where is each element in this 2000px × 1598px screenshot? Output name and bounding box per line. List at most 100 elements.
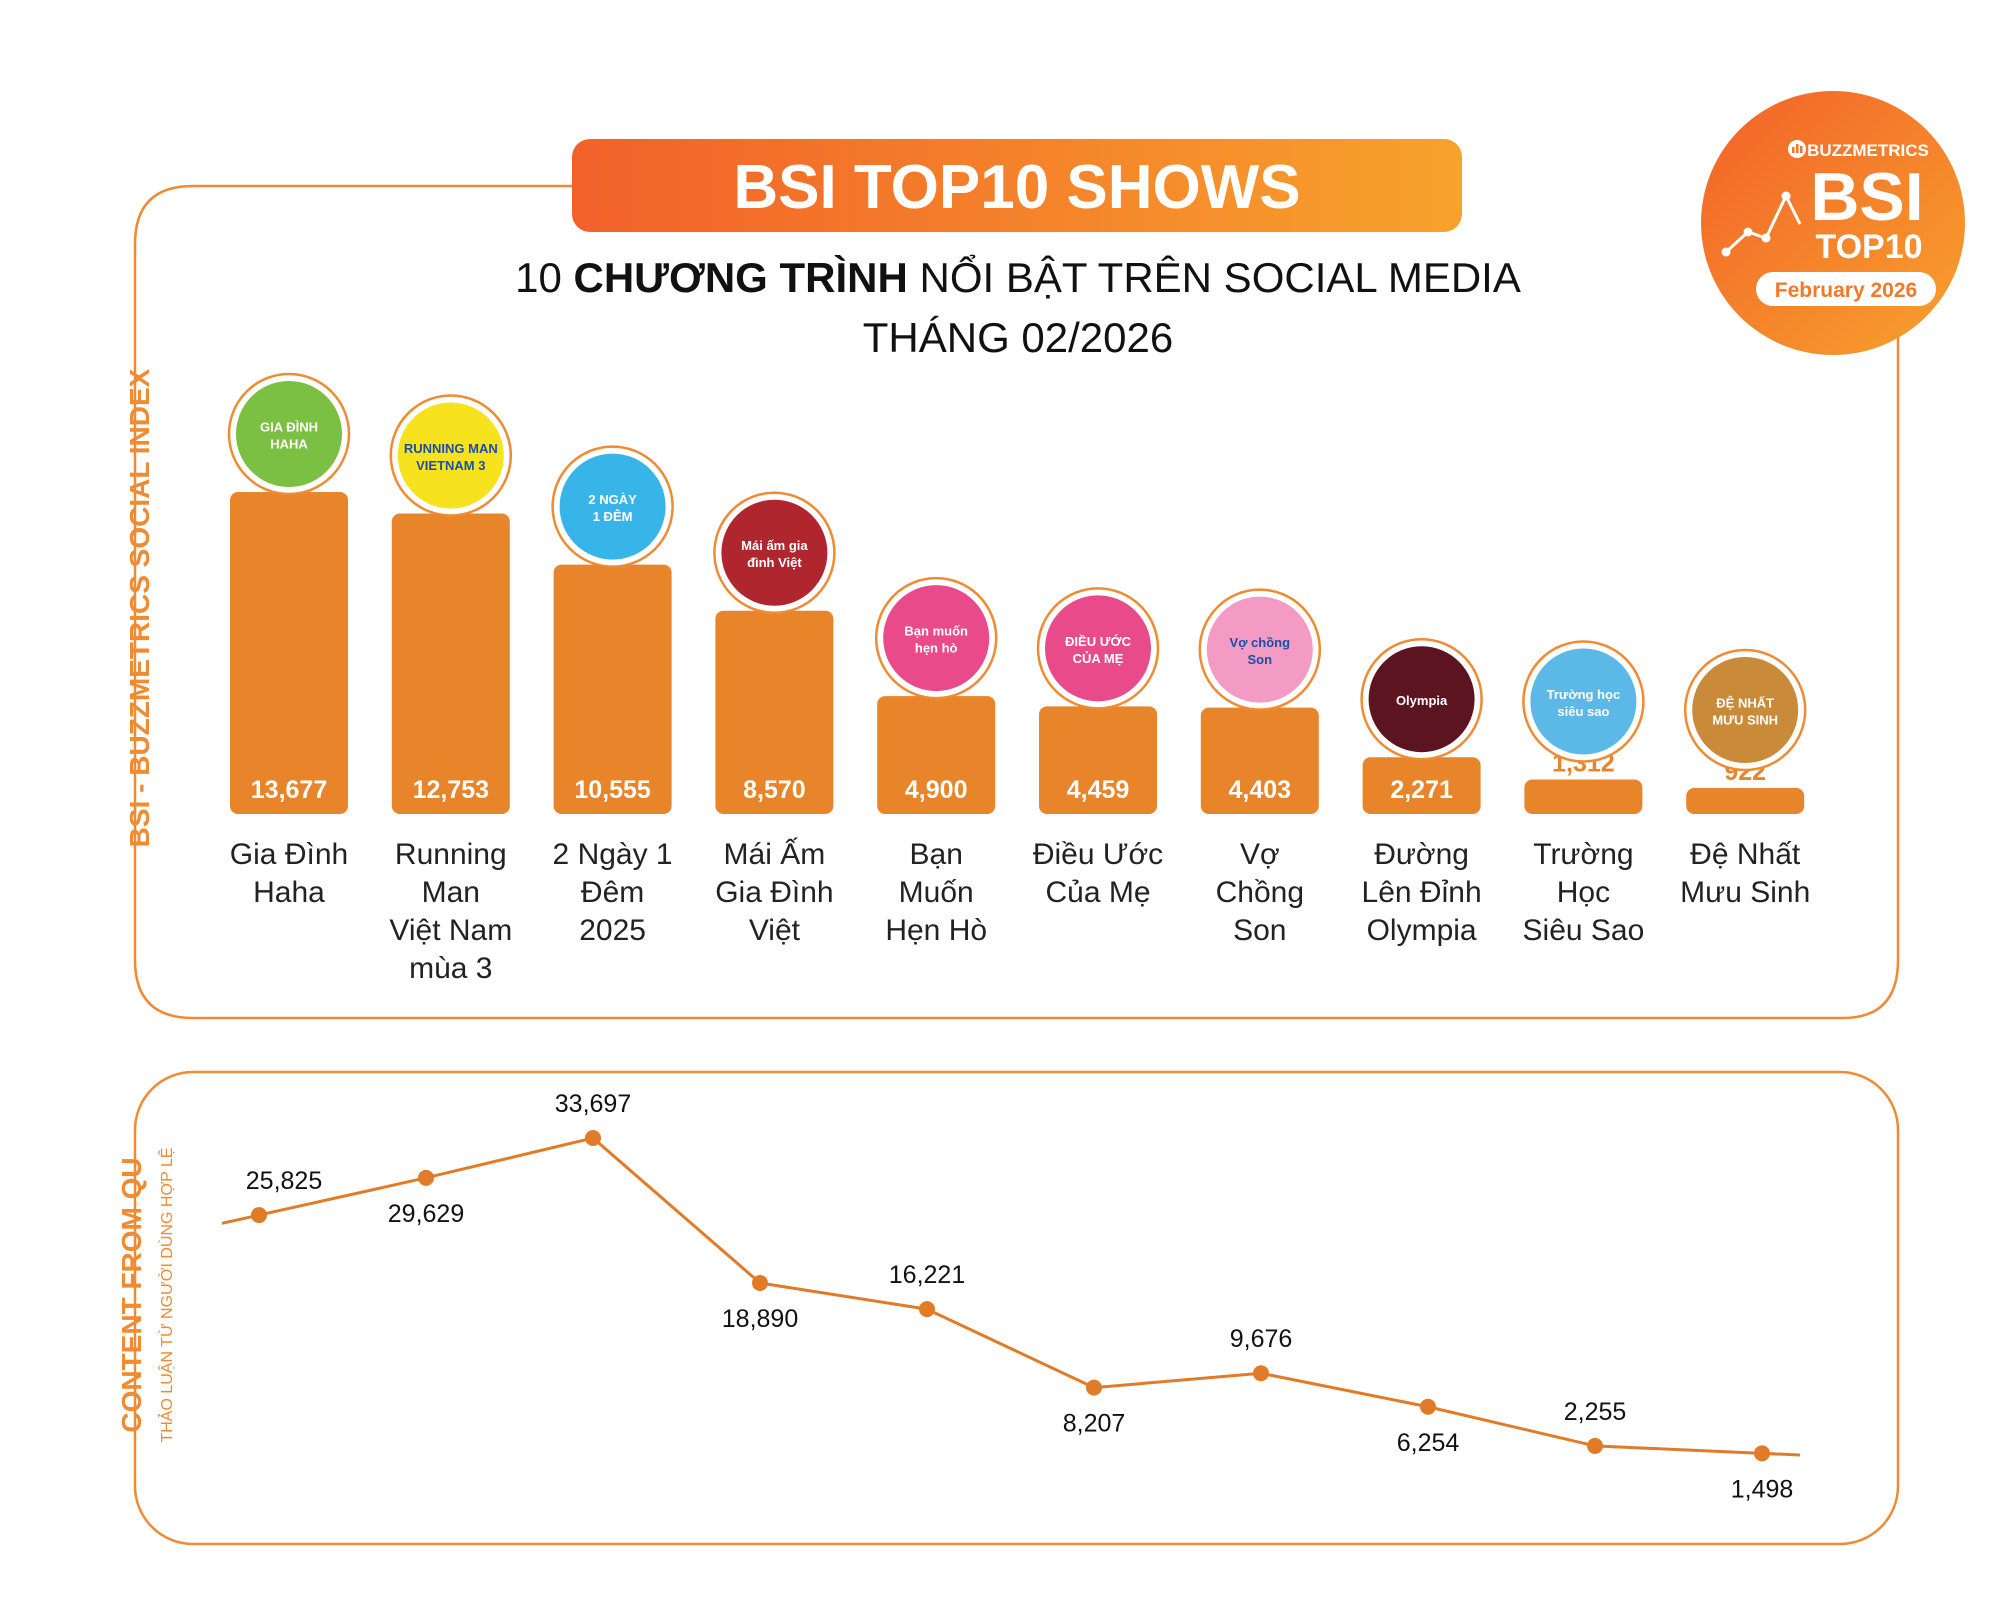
data-point xyxy=(752,1275,768,1292)
category-label: Việt xyxy=(749,914,801,947)
bar xyxy=(1200,707,1319,814)
bar-value-label: 8,570 xyxy=(743,776,806,804)
trend-line-icon xyxy=(1721,191,1802,257)
category-label: Học xyxy=(1557,876,1610,909)
line-chart: 25,825 29,629 33,697 18,890 16,221 8,207 9,676… xyxy=(221,1090,1801,1503)
show-logo-icon: GIA ĐÌNH HAHA xyxy=(227,372,351,496)
category-label: Điều Ước xyxy=(1033,838,1163,871)
badge-month-pill xyxy=(1756,272,1936,306)
series-line xyxy=(221,1136,1801,1457)
show-logo-text: Olympia xyxy=(1396,693,1448,708)
show-logo-text: Son xyxy=(1248,652,1273,667)
data-point xyxy=(919,1301,935,1318)
bsi-badge: BUZZMETRICS BSI TOP10 February 2026 xyxy=(1701,91,1965,355)
show-logo-icon: Trường học siêu sao xyxy=(1522,640,1645,763)
category-label: Gia Đình xyxy=(230,838,348,871)
bar xyxy=(1362,757,1481,814)
category-label: 2 Ngày 1 xyxy=(553,838,673,871)
show-logo-text: 2 NGÀY xyxy=(588,492,637,507)
category-label: 2025 xyxy=(579,914,646,947)
show-logo-text: Bạn muốn xyxy=(904,624,968,639)
line-value-label: 18,890 xyxy=(722,1305,798,1333)
category-label: Siêu Sao xyxy=(1523,914,1645,947)
bar xyxy=(715,610,834,814)
line-value-label: 9,676 xyxy=(1230,1325,1293,1353)
bar xyxy=(877,696,996,814)
badge-brand: BUZZMETRICS xyxy=(1807,141,1929,160)
bar-group: 10,555 2 NGÀY 1 ĐÊM 2 Ngày 1 Đêm 2025 xyxy=(551,445,674,947)
header-pill xyxy=(572,139,1462,232)
bar xyxy=(391,513,510,814)
data-point xyxy=(251,1207,267,1224)
badge-top10: TOP10 xyxy=(1815,228,1922,266)
line-value-label: 6,254 xyxy=(1397,1429,1460,1457)
bar-group: 13,677 GIA ĐÌNH HAHA Gia Đình Haha xyxy=(227,372,351,909)
subtitle-rest: NỔI BẬT TRÊN SOCIAL MEDIA xyxy=(908,252,1521,301)
category-label: Đệ Nhất xyxy=(1690,838,1801,871)
subtitle-bold: CHƯƠNG TRÌNH xyxy=(574,254,908,301)
badge-month: February 2026 xyxy=(1775,279,1917,302)
show-logo-text: CỦA MẸ xyxy=(1073,651,1124,666)
bar xyxy=(1524,779,1643,814)
show-logo-text: MƯU SINH xyxy=(1712,713,1778,728)
data-point xyxy=(1754,1445,1770,1462)
category-label: Hẹn Hò xyxy=(885,914,987,947)
show-logo-text: Mái ấm gia xyxy=(741,538,808,553)
category-label: Muốn xyxy=(899,876,974,909)
category-label: Man xyxy=(422,876,480,909)
line-value-label: 16,221 xyxy=(889,1261,965,1289)
show-logo-text: HAHA xyxy=(270,437,308,452)
bar-group: 4,459 ĐIỀU ƯỚC CỦA MẸ Điều Ước Của Mẹ xyxy=(1033,587,1163,909)
category-label: Mái Ấm xyxy=(724,837,826,871)
line-axis-label: CONTENT FROM QU xyxy=(116,1157,147,1432)
line-value-label: 33,697 xyxy=(555,1090,631,1118)
line-value-label: 8,207 xyxy=(1063,1410,1126,1438)
bar xyxy=(1686,788,1805,814)
show-logo-text: Vợ chồng xyxy=(1230,635,1291,650)
category-label: Chồng xyxy=(1216,876,1304,909)
category-label: Vợ xyxy=(1240,838,1280,871)
line-axis-sublabel: THẢO LUẬN TỪ NGƯỜI DÙNG HỢP LỆ xyxy=(157,1147,176,1442)
category-label: Lên Đỉnh xyxy=(1362,876,1482,909)
show-logo-icon: Olympia xyxy=(1360,637,1483,761)
line-value-label: 25,825 xyxy=(246,1167,322,1195)
bottom-panel-frame xyxy=(133,1070,1900,1546)
show-logo-text: RUNNING MAN xyxy=(404,441,498,456)
bar xyxy=(1039,706,1157,814)
bar-group: 8,570 Mái ấm gia đình Việt Mái Ấm Gia Đình Vi… xyxy=(713,491,836,947)
bar-value-label: 4,459 xyxy=(1067,776,1130,804)
category-label: Gia Đình xyxy=(715,876,833,909)
show-logo-text: 1 ĐÊM xyxy=(593,509,633,524)
category-label: Haha xyxy=(253,876,325,909)
data-point xyxy=(1253,1365,1269,1382)
show-logo-text: VIETNAM 3 xyxy=(416,458,485,473)
category-label: mùa 3 xyxy=(409,952,492,985)
show-logo-text: Trường học xyxy=(1547,687,1621,702)
bar-group: 4,900 Bạn muốn hẹn hò Bạn Muốn Hẹn Hò xyxy=(874,576,998,947)
show-logo-text: đình Việt xyxy=(747,555,802,570)
category-label: Đường xyxy=(1374,838,1469,871)
bar-value-label: 12,753 xyxy=(413,776,489,804)
buzzmetrics-logo-icon xyxy=(1788,140,1806,158)
show-logo-text: GIA ĐÌNH xyxy=(260,420,318,435)
category-label: Olympia xyxy=(1367,914,1477,947)
category-label: Running xyxy=(395,838,507,871)
show-logo-icon: Vợ chồng Son xyxy=(1198,588,1322,711)
category-label: Việt Nam xyxy=(389,914,512,947)
bar-group: 2,271 Olympia Đường Lên Đỉnh Olympia xyxy=(1360,637,1483,947)
show-logo-icon: 2 NGÀY 1 ĐÊM xyxy=(551,445,674,568)
data-point xyxy=(1420,1398,1436,1415)
category-label: Của Mẹ xyxy=(1045,876,1150,909)
show-logo-icon: Mái ấm gia đình Việt xyxy=(713,491,836,614)
show-logo-text: ĐIỀU ƯỚC xyxy=(1065,634,1132,649)
show-logo-text: ĐỆ NHẤT xyxy=(1716,696,1774,711)
show-logo-icon: RUNNING MAN VIETNAM 3 xyxy=(389,394,513,517)
show-logo-icon: ĐIỀU ƯỚC CỦA MẸ xyxy=(1036,587,1160,710)
bar-chart: 13,677 GIA ĐÌNH HAHA Gia Đình Haha 12,753 RUNN… xyxy=(227,372,1810,985)
line-value-label: 2,255 xyxy=(1564,1398,1627,1426)
bar-value-label: 4,900 xyxy=(905,776,968,804)
bar xyxy=(553,564,672,814)
